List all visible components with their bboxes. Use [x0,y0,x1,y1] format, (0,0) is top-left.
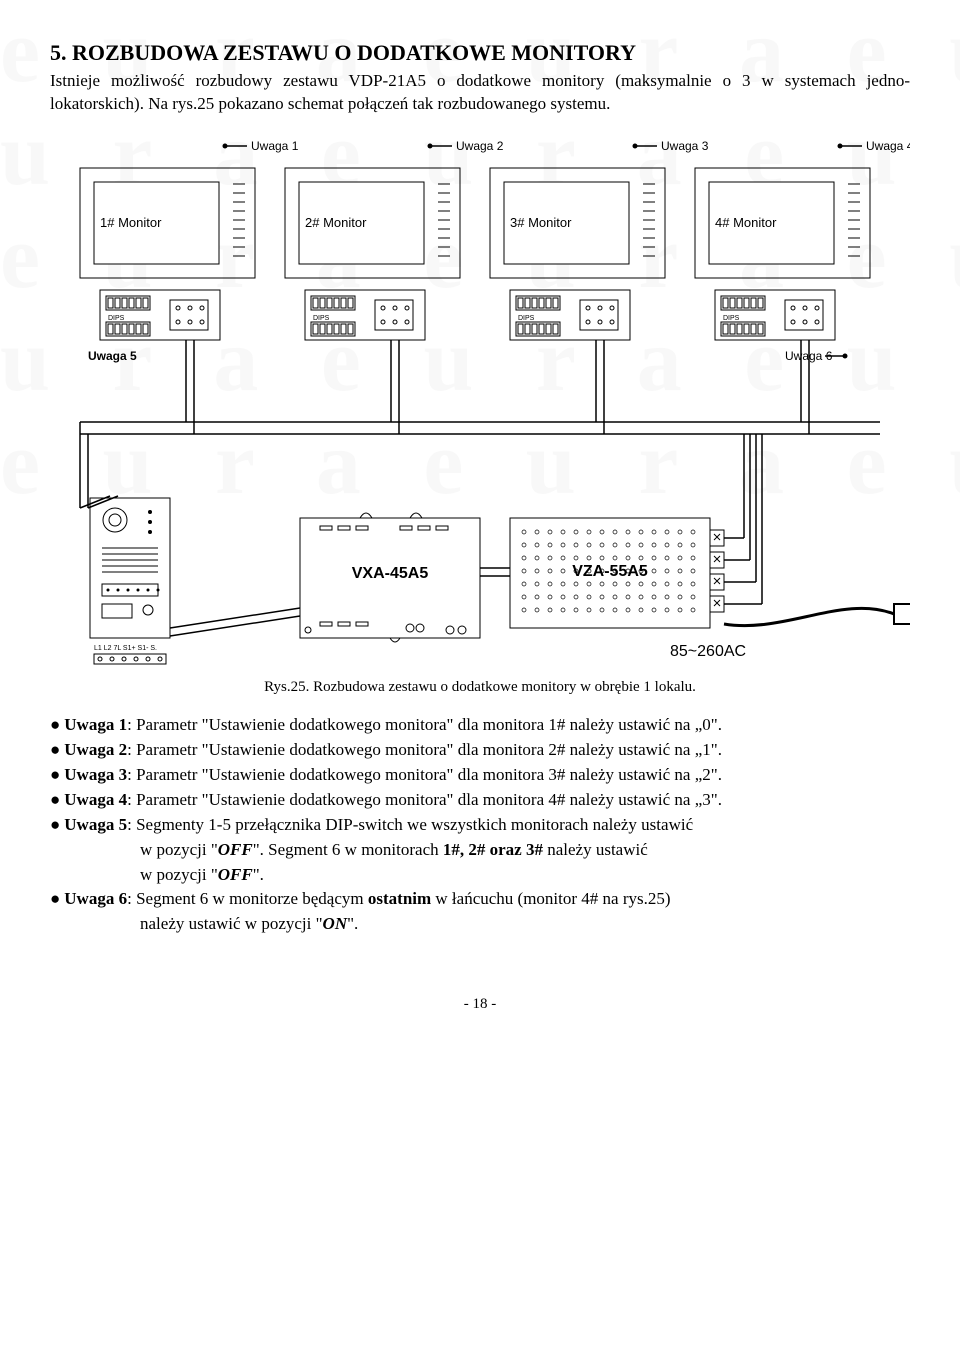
note-item: ●Uwaga 2: Parametr "Ustawienie dodatkowe… [50,739,910,762]
figure-caption: Rys.25. Rozbudowa zestawu o dodatkowe mo… [50,679,910,696]
note-item: ●Uwaga 4: Parametr "Ustawienie dodatkowe… [50,789,910,812]
intro-paragraph: Istnieje możliwość rozbudowy zestawu VDP… [50,70,910,116]
notes-list: ●Uwaga 1: Parametr "Ustawienie dodatkowe… [50,714,910,936]
svg-text:DIPS: DIPS [518,315,535,322]
svg-text:VXA-45A5: VXA-45A5 [352,565,429,582]
wiring-diagram: Uwaga 1 1# Monitor DIPS Uwaga 2 2# Monitor DI… [50,128,910,673]
svg-text:DIPS: DIPS [723,315,740,322]
svg-text:VZA-55A5: VZA-55A5 [572,563,648,580]
note-item: ●Uwaga 5: Segmenty 1-5 przełącznika DIP-… [50,814,910,837]
svg-text:1# Monitor: 1# Monitor [100,215,162,230]
svg-text:Uwaga 4: Uwaga 4 [866,139,910,153]
svg-text:DIPS: DIPS [108,315,125,322]
note-continuation: w pozycji "OFF". [50,864,910,887]
note-continuation: w pozycji "OFF". Segment 6 w monitorach … [50,839,910,862]
note-continuation: należy ustawić w pozycji "ON". [50,913,910,936]
svg-text:Uwaga 1: Uwaga 1 [251,139,299,153]
svg-text:DIPS: DIPS [313,315,330,322]
svg-text:4# Monitor: 4# Monitor [715,215,777,230]
svg-text:L1 L2 7L S1+ S1- S.: L1 L2 7L S1+ S1- S. [94,645,157,652]
svg-text:85~260AC: 85~260AC [670,643,746,660]
svg-text:Uwaga 2: Uwaga 2 [456,139,504,153]
svg-text:Uwaga 3: Uwaga 3 [661,139,709,153]
note-item: ●Uwaga 1: Parametr "Ustawienie dodatkowe… [50,714,910,737]
svg-text:Uwaga 5: Uwaga 5 [88,349,137,363]
svg-text:3# Monitor: 3# Monitor [510,215,572,230]
note-item: ●Uwaga 6: Segment 6 w monitorze będącym … [50,888,910,911]
section-heading: 5. ROZBUDOWA ZESTAWU O DODATKOWE MONITOR… [50,40,910,66]
note-item: ●Uwaga 3: Parametr "Ustawienie dodatkowe… [50,764,910,787]
svg-text:2# Monitor: 2# Monitor [305,215,367,230]
page-number: - 18 - [50,996,910,1013]
